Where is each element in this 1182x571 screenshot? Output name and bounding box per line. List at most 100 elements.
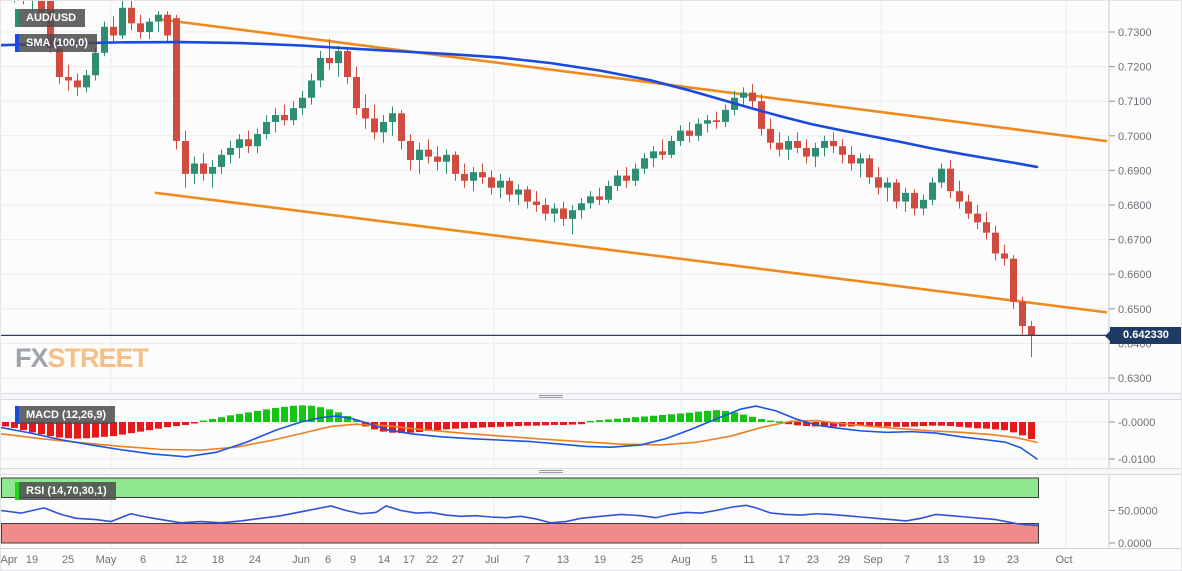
macd-histogram-bar xyxy=(1001,422,1008,431)
candle-body xyxy=(650,151,657,159)
candle-body xyxy=(110,26,117,36)
macd-histogram-bar xyxy=(515,422,522,427)
macd-panel-bg xyxy=(1,400,1181,468)
candle-body xyxy=(695,123,702,136)
macd-histogram-bar xyxy=(74,422,81,439)
time-axis-label: 9 xyxy=(349,554,357,566)
candle-body xyxy=(83,75,90,88)
price-axis-label: 0.6600 xyxy=(1118,269,1152,281)
candle-body xyxy=(209,166,216,174)
candle-body xyxy=(362,108,369,119)
candle-body xyxy=(587,196,594,204)
candle-body xyxy=(911,192,918,209)
price-axis-label: 0.7100 xyxy=(1118,96,1152,108)
macd-histogram-bar xyxy=(290,405,297,422)
macd-histogram-bar xyxy=(119,422,126,435)
macd-histogram-bar xyxy=(479,422,486,428)
candle-body xyxy=(1019,301,1026,327)
time-axis-label: Jun xyxy=(292,554,310,566)
macd-histogram-bar xyxy=(137,422,144,432)
candle-body xyxy=(974,213,981,223)
candle-body xyxy=(830,140,837,147)
candle-body xyxy=(353,76,360,109)
macd-histogram-bar xyxy=(713,410,720,422)
macd-histogram-bar xyxy=(803,422,810,427)
candle-body xyxy=(263,121,270,135)
symbol-label: AUD/USD xyxy=(19,9,86,27)
macd-histogram-bar xyxy=(353,419,360,422)
macd-histogram-bar xyxy=(254,410,261,422)
macd-histogram xyxy=(2,405,1035,440)
macd-histogram-bar xyxy=(317,407,324,422)
macd-histogram-bar xyxy=(911,422,918,427)
macd-axis-label: -0.0000 xyxy=(1118,417,1155,429)
candle-body xyxy=(434,156,441,162)
macd-histogram-bar xyxy=(191,422,198,424)
candle-body xyxy=(767,128,774,143)
candle-body xyxy=(506,180,513,195)
price-axis-label: 0.6500 xyxy=(1118,304,1152,316)
candle-body xyxy=(497,180,504,188)
rsi-oversold-band xyxy=(1,523,1039,544)
candle-body xyxy=(821,140,828,148)
candle-body xyxy=(785,140,792,150)
symbol-badge[interactable]: AUD/USD xyxy=(15,9,86,27)
macd-histogram-bar xyxy=(128,422,135,434)
panel-resize-divider-macd[interactable] xyxy=(1,393,1181,401)
macd-histogram-bar xyxy=(443,422,450,430)
candle-body xyxy=(182,140,189,174)
sma-indicator-badge[interactable]: SMA (100,0) xyxy=(15,34,97,52)
macd-histogram-bar xyxy=(425,422,432,431)
candle-body xyxy=(938,168,945,183)
candle-body xyxy=(1010,258,1017,302)
candle-body xyxy=(407,140,414,161)
candle-body xyxy=(299,97,306,109)
rsi-panel[interactable]: 50.0000 0.0000 xyxy=(1,475,1182,548)
macd-histogram-bar xyxy=(623,417,630,422)
candle-body xyxy=(677,130,684,141)
macd-histogram-bar xyxy=(974,422,981,429)
time-axis-label: 11 xyxy=(743,554,755,566)
candle-body xyxy=(155,14,162,22)
candle-body xyxy=(605,185,612,200)
time-axis-label: 19 xyxy=(593,554,607,566)
macd-histogram-bar xyxy=(884,422,891,427)
panel-resize-divider-rsi[interactable] xyxy=(1,468,1181,476)
macd-histogram-bar xyxy=(830,422,837,427)
macd-histogram-bar xyxy=(614,418,621,422)
macd-label: MACD (12,26,9) xyxy=(19,406,116,424)
candle-body xyxy=(659,151,666,155)
time-axis-label: 7 xyxy=(903,554,911,566)
rsi-accent-bar xyxy=(15,482,19,500)
candle-body xyxy=(713,120,720,122)
macd-histogram-bar xyxy=(650,415,657,422)
macd-histogram-bar xyxy=(686,412,693,422)
time-axis-label: 18 xyxy=(211,554,225,566)
macd-histogram-bar xyxy=(776,421,783,423)
rsi-indicator-badge[interactable]: RSI (14,70,30,1) xyxy=(15,482,116,500)
candle-body xyxy=(416,149,423,161)
macd-histogram-bar xyxy=(20,422,27,431)
price-panel[interactable]: 0.7300 0.7200 0.7100 0.7000 0.6900 0.6800 0.67… xyxy=(1,1,1182,393)
candle-body xyxy=(470,172,477,181)
candle-body xyxy=(857,158,864,164)
macd-histogram-bar xyxy=(587,420,594,423)
macd-histogram-bar xyxy=(695,411,702,422)
macd-histogram-bar xyxy=(11,422,18,428)
macd-histogram-bar xyxy=(218,417,225,422)
macd-histogram-bar xyxy=(740,414,747,422)
candle-body xyxy=(686,130,693,136)
macd-histogram-bar xyxy=(182,422,189,425)
macd-panel[interactable]: -0.0000 -0.0100 xyxy=(1,400,1182,468)
candle-body xyxy=(1028,326,1035,336)
candle-body xyxy=(488,177,495,188)
price-axis-label: 0.7000 xyxy=(1118,131,1152,143)
last-price-badge: 0.642330 xyxy=(1105,327,1181,344)
price-axis-label: 0.7200 xyxy=(1118,62,1152,74)
candle-body xyxy=(929,182,936,200)
macd-indicator-badge[interactable]: MACD (12,26,9) xyxy=(15,406,116,424)
candle-body xyxy=(317,57,324,81)
candle-body xyxy=(389,113,396,122)
macd-histogram-bar xyxy=(173,422,180,427)
candle-body xyxy=(200,163,207,174)
